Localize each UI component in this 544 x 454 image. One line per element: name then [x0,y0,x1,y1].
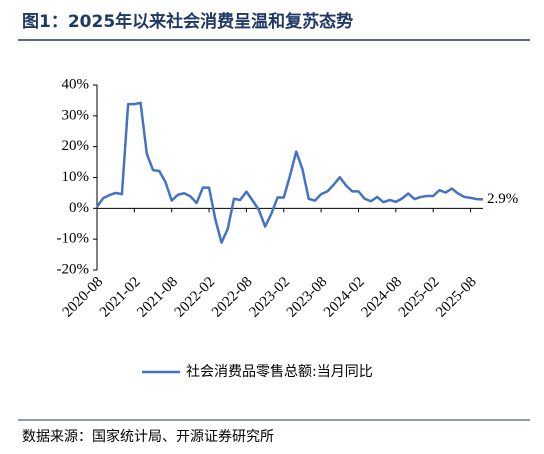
y-tick-label: 10% [62,169,90,185]
x-tick-label: 2021-02 [97,274,144,321]
y-tick-label: -20% [57,261,90,277]
y-tick-label: 40% [62,76,90,92]
y-tick-label: 20% [62,138,90,154]
x-tick-label: 2025-02 [396,274,443,321]
series-line [95,101,484,244]
x-tick-label: 2022-02 [172,274,219,321]
source: 数据来源：国家统计局、开源证券研究所 [22,428,274,445]
x-tick-label: 2021-08 [134,274,181,321]
chart-title: 图1：2025年以来社会消费呈温和复苏态势 [22,11,353,32]
x-tick-label: 2023-08 [284,274,331,321]
annotation: 2.9% [487,191,518,207]
x-tick-label: 2025-08 [433,274,480,321]
x-tick-label: 2020-08 [60,274,107,321]
x-tick-label: 2024-08 [358,274,405,321]
y-tick-label: 0% [69,200,89,216]
x-tick-label: 2022-08 [209,274,256,321]
legend-label: 社会消费品零售总额:当月同比 [186,364,373,380]
y-tick-label: 30% [62,107,90,123]
y-tick-label: -10% [57,231,90,247]
x-tick-label: 2024-02 [321,274,368,321]
x-tick-label: 2023-02 [246,274,293,321]
